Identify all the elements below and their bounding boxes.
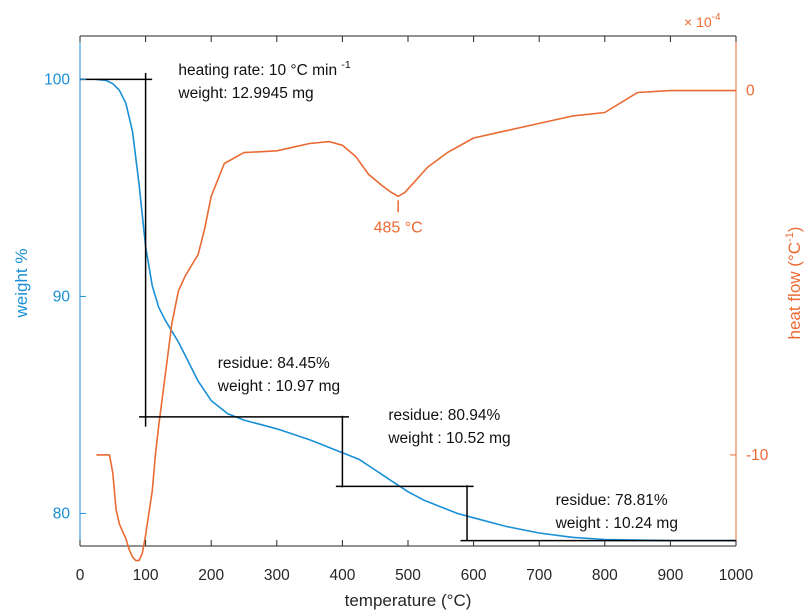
y2-axis-label-sup: -1 bbox=[784, 232, 796, 242]
y2-axis-label-main: heat flow (°C bbox=[785, 242, 804, 340]
weight-series-line bbox=[96, 78, 736, 542]
x-tick-label: 500 bbox=[395, 567, 421, 584]
x-axis-label: temperature (°C) bbox=[345, 591, 472, 610]
y2-tick-label: -10 bbox=[746, 447, 769, 464]
axis-layer: 0 100 200 300 400 500 600 700 800 900 1000 80 90 100 -… bbox=[12, 12, 804, 610]
x-tick-label: 600 bbox=[461, 567, 487, 584]
y2-multiplier-base: × 10 bbox=[684, 14, 712, 30]
y2-axis-label-tail: ) bbox=[785, 227, 804, 233]
y2-multiplier: × 10-4 bbox=[684, 12, 721, 30]
annotation-line2: weight : 10.97 mg bbox=[217, 378, 340, 395]
x-tick-label: 200 bbox=[198, 567, 224, 584]
x-tick-label: 1000 bbox=[719, 567, 754, 584]
x-tick-label: 700 bbox=[526, 567, 552, 584]
annotation-text: residue: 78.81% bbox=[556, 492, 668, 509]
annotation-line1: residue: 80.94% bbox=[388, 407, 500, 424]
y2-multiplier-exp: -4 bbox=[712, 12, 721, 23]
y-tick-label: 80 bbox=[53, 505, 71, 522]
x-tick-label: 0 bbox=[76, 567, 85, 584]
x-tick-label: 300 bbox=[264, 567, 290, 584]
annotation-text: residue: 84.45% bbox=[218, 355, 330, 372]
x-tick-label: 100 bbox=[133, 567, 159, 584]
annotation-superscript: -1 bbox=[341, 59, 350, 71]
y-axis-label: weight % bbox=[12, 249, 31, 319]
annotation-line2: weight: 12.9945 mg bbox=[177, 85, 313, 102]
y2-axis-label: heat flow (°C-1) bbox=[784, 227, 804, 340]
y-tick-label: 100 bbox=[44, 71, 70, 88]
annotation-text: heating rate: 10 °C min bbox=[178, 62, 341, 79]
annotation-layer: heating rate: 10 °C min -1 weight: 12.994… bbox=[80, 59, 736, 542]
y2-tick-label: 0 bbox=[746, 83, 755, 100]
x-tick-label: 800 bbox=[592, 567, 618, 584]
annotation-line2: weight : 10.52 mg bbox=[387, 430, 510, 447]
x-tick-label: 900 bbox=[657, 567, 683, 584]
heat-flow-series-line bbox=[96, 89, 736, 562]
annotation-line2: weight : 10.24 mg bbox=[555, 515, 678, 532]
annotation-line1: heating rate: 10 °C min -1 bbox=[178, 59, 351, 79]
annotation-text: residue: 80.94% bbox=[388, 407, 500, 424]
y-tick-label: 90 bbox=[53, 288, 71, 305]
annotation-line1: residue: 84.45% bbox=[218, 355, 330, 372]
peak-label: 485 °C bbox=[374, 219, 423, 236]
x-tick-label: 400 bbox=[329, 567, 355, 584]
series-layer bbox=[96, 78, 736, 562]
annotation-line1: residue: 78.81% bbox=[556, 492, 668, 509]
